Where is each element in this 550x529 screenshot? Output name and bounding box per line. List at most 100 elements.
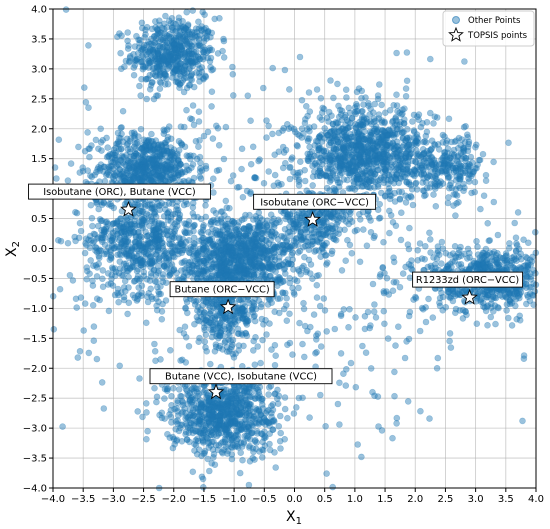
scatter-point (155, 52, 162, 59)
scatter-point (387, 212, 395, 219)
scatter-point (156, 21, 163, 29)
scatter-point (474, 251, 482, 258)
scatter-point (160, 57, 168, 65)
scatter-point (151, 32, 158, 40)
scatter-point (143, 275, 151, 283)
scatter-point (137, 125, 145, 133)
scatter-point (326, 187, 333, 194)
scatter-point (149, 169, 157, 176)
scatter-point (139, 168, 146, 175)
scatter-point (144, 75, 152, 82)
scatter-point (302, 103, 310, 110)
scatter-point (207, 33, 214, 41)
scatter-point (468, 159, 476, 166)
scatter-point (185, 59, 193, 66)
scatter-point (156, 61, 163, 68)
scatter-point (187, 58, 195, 66)
scatter-point (219, 47, 226, 55)
scatter-point (180, 26, 188, 34)
scatter-point (409, 201, 417, 209)
scatter-point (195, 25, 203, 32)
scatter-point (151, 39, 158, 47)
scatter-point (137, 163, 145, 171)
scatter-point (438, 238, 446, 246)
scatter-point (149, 78, 156, 86)
scatter-point (169, 149, 177, 157)
scatter-point (138, 58, 145, 66)
scatter-point (342, 142, 350, 150)
scatter-point (200, 49, 207, 56)
scatter-point (147, 143, 155, 150)
scatter-point (164, 52, 172, 59)
scatter-point (169, 56, 176, 64)
scatter-point (282, 146, 290, 154)
scatter-point (172, 53, 179, 61)
scatter-point (183, 69, 191, 76)
scatter-point (171, 37, 178, 44)
scatter-point (171, 40, 178, 48)
scatter-point (170, 56, 177, 64)
scatter-point (161, 139, 169, 147)
scatter-point (86, 145, 93, 152)
scatter-point (165, 61, 173, 68)
scatter-point (152, 18, 159, 25)
scatter-point (291, 291, 298, 298)
scatter-point (146, 172, 153, 179)
scatter-point (162, 57, 170, 65)
scatter-point (89, 301, 97, 309)
scatter-point (392, 115, 399, 122)
scatter-point (170, 34, 178, 41)
scatter-point (126, 172, 133, 180)
scatter-point (117, 146, 125, 153)
scatter-point (245, 223, 252, 230)
scatter-point (159, 43, 167, 51)
scatter-point (207, 307, 215, 315)
scatter-point (196, 78, 203, 85)
scatter-point (160, 25, 168, 33)
scatter-point (139, 53, 147, 60)
scatter-point (138, 75, 145, 83)
scatter-point (174, 54, 181, 62)
scatter-point (157, 153, 164, 160)
scatter-point (139, 45, 146, 53)
scatter-point (116, 30, 123, 37)
scatter-point (122, 57, 130, 65)
scatter-point (192, 34, 199, 41)
scatter-point (164, 53, 172, 60)
scatter-point (181, 36, 189, 44)
scatter-point (402, 93, 410, 100)
scatter-point (187, 57, 195, 65)
scatter-point (160, 47, 168, 55)
scatter-point (250, 313, 258, 321)
scatter-point (286, 163, 294, 171)
scatter-point (179, 246, 187, 254)
scatter-point (202, 73, 210, 81)
scatter-point (156, 31, 163, 38)
scatter-point (116, 166, 124, 173)
scatter-point (169, 39, 176, 47)
scatter-point (159, 150, 167, 158)
scatter-point (153, 92, 160, 99)
scatter-point (143, 210, 150, 217)
scatter-point (160, 55, 167, 63)
scatter-point (200, 234, 207, 242)
scatter-point (423, 119, 431, 126)
scatter-point (186, 50, 193, 58)
scatter-point (153, 32, 160, 39)
scatter-point (456, 172, 464, 179)
scatter-point (171, 45, 179, 52)
scatter-point (142, 46, 149, 54)
scatter-point (113, 156, 121, 163)
scatter-point (166, 172, 174, 179)
scatter-point (199, 47, 207, 54)
scatter-point (228, 249, 236, 256)
scatter-point (148, 201, 156, 208)
scatter-point (494, 231, 502, 239)
scatter-point (188, 42, 196, 50)
scatter-point (149, 54, 156, 61)
scatter-point (190, 222, 198, 229)
scatter-point (143, 147, 150, 154)
scatter-point (56, 285, 64, 293)
scatter-point (142, 26, 149, 34)
scatter-point (139, 62, 147, 70)
